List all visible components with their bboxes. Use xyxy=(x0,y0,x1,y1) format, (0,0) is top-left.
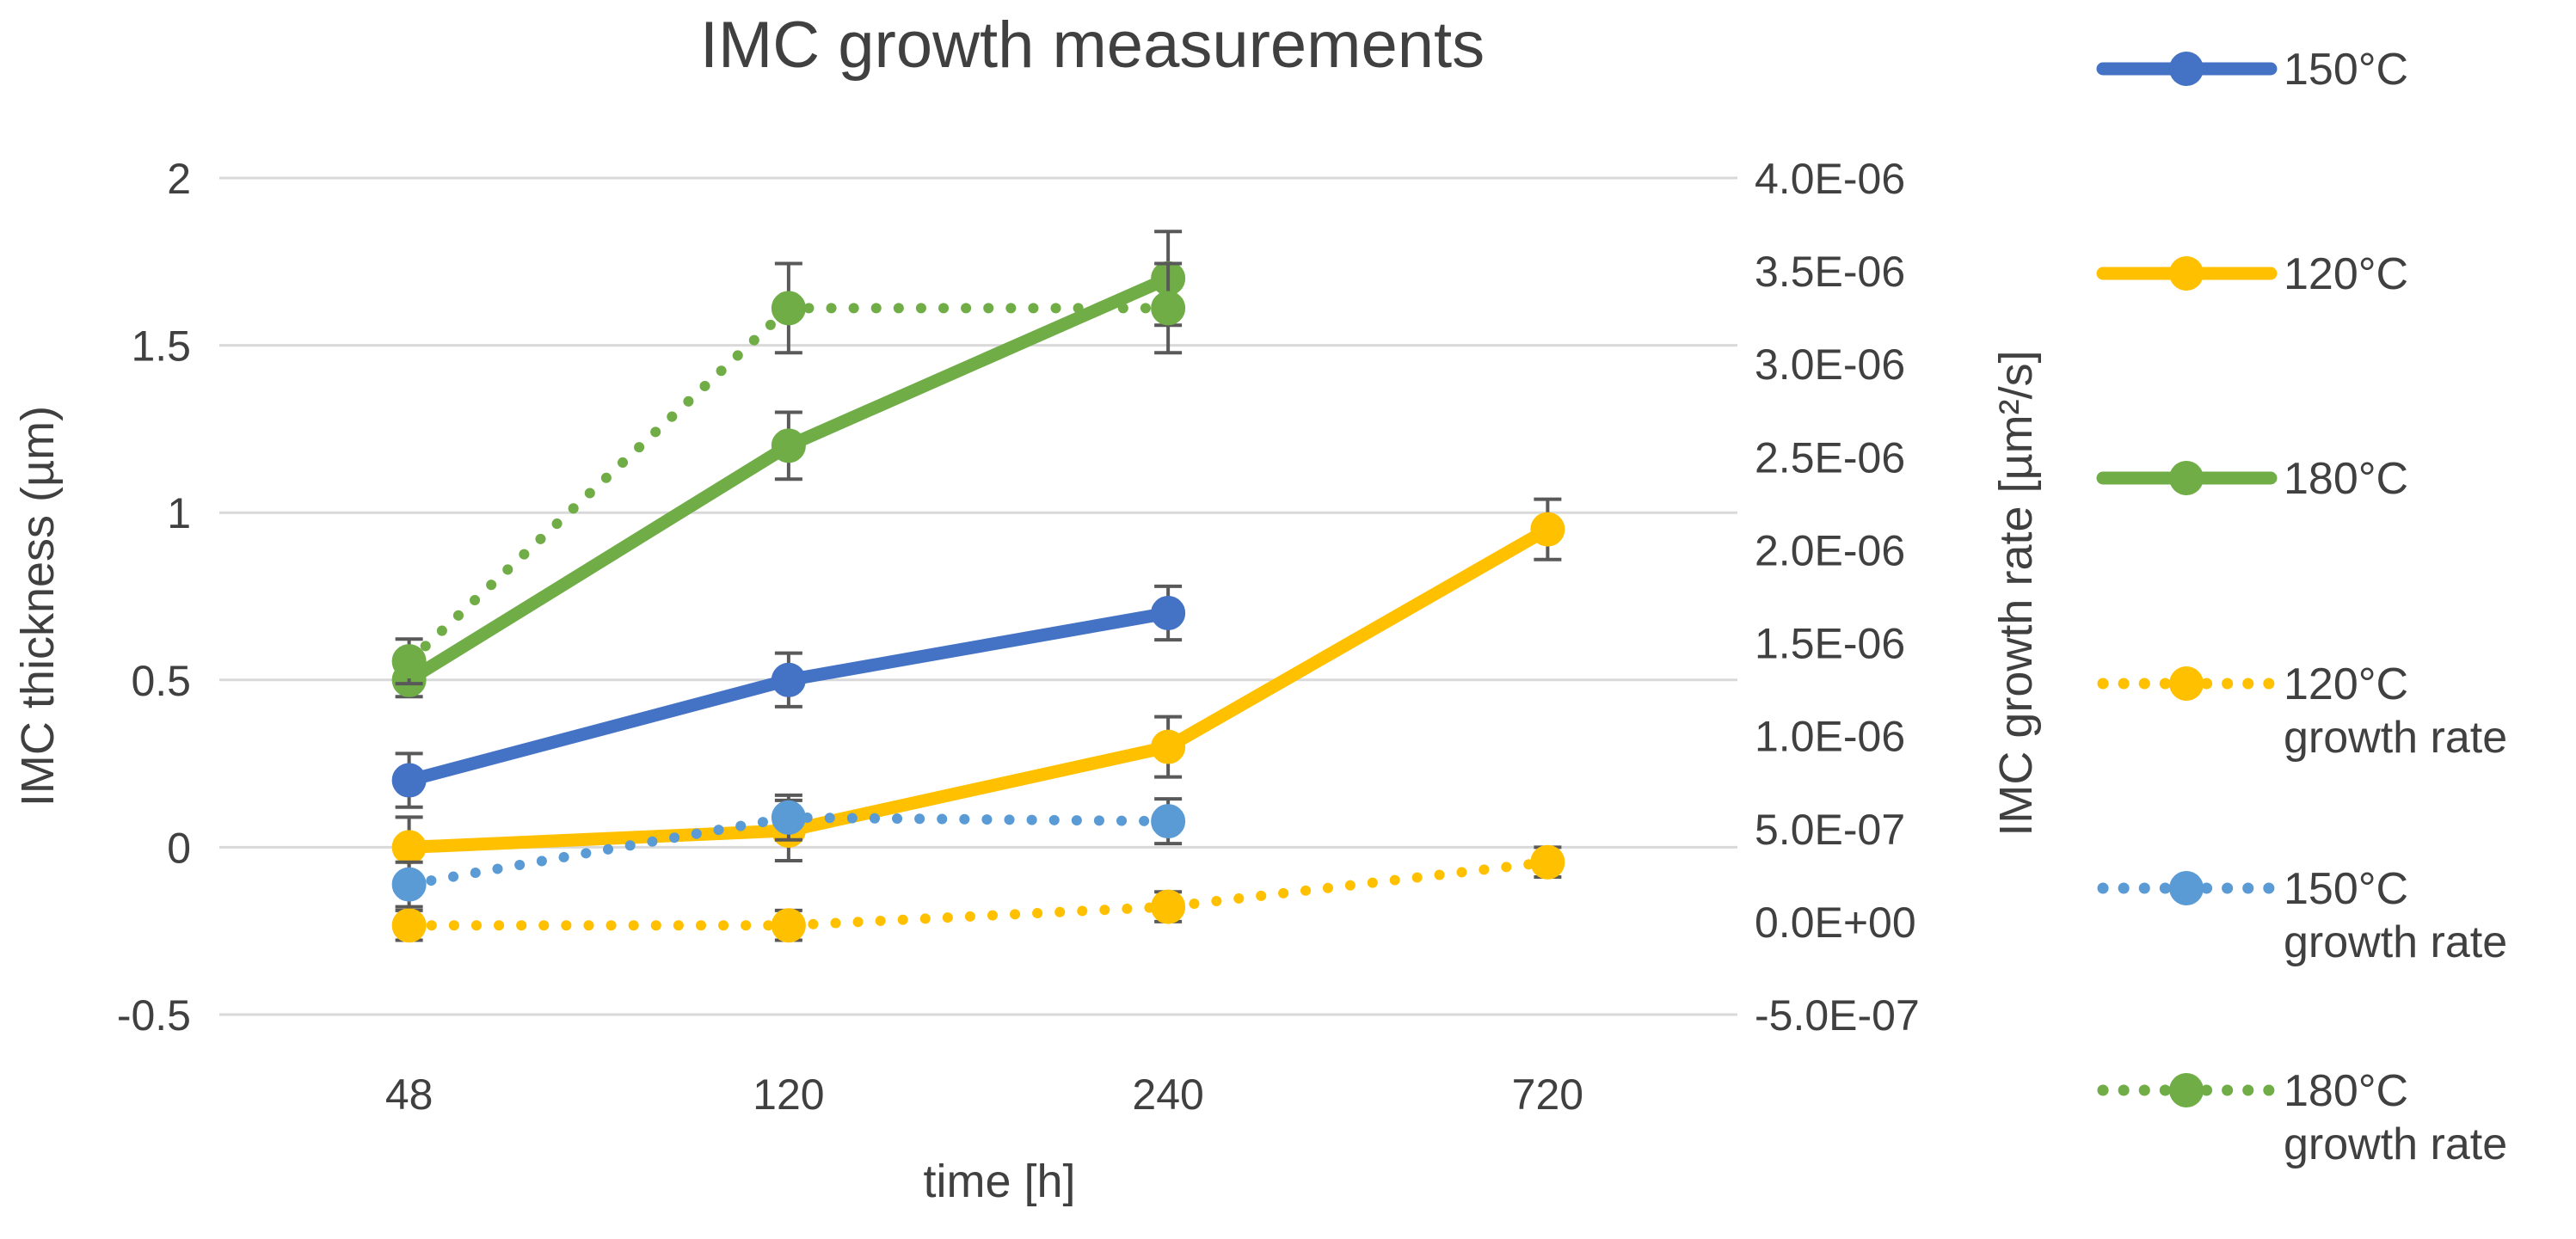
legend-entry-3: 180°C xyxy=(2096,454,2408,504)
y2-tick-label: 4.0E-06 xyxy=(1755,155,1905,203)
data-point xyxy=(771,908,806,943)
series-2 xyxy=(391,497,1565,880)
legend-label: growth rate xyxy=(2284,917,2507,967)
y2-tick-label: 0.0E+00 xyxy=(1755,899,1916,947)
legend-entry-2: 120°C xyxy=(2096,249,2408,299)
y2-tick-label: 1.5E-06 xyxy=(1755,620,1905,668)
legend-label: 150°C xyxy=(2284,45,2408,95)
y2-tick-label: 5.0E-07 xyxy=(1755,806,1905,854)
y-tick-label: 0 xyxy=(167,824,191,872)
series-line xyxy=(403,856,1553,931)
y2-tick-label: -5.0E-07 xyxy=(1755,991,1920,1040)
legend-swatch-marker xyxy=(2169,871,2204,905)
legend-label: 180°C xyxy=(2284,454,2408,504)
data-point xyxy=(1151,804,1186,839)
legend-swatch-marker xyxy=(2169,52,2204,86)
y2-tick-label: 2.0E-06 xyxy=(1755,526,1905,574)
y2-tick-label: 1.0E-06 xyxy=(1755,713,1905,761)
series-6 xyxy=(391,261,1186,686)
data-point xyxy=(1530,844,1565,880)
series-1 xyxy=(391,584,1186,809)
data-point xyxy=(1151,291,1186,326)
data-point xyxy=(391,908,427,943)
data-point xyxy=(391,867,427,902)
data-point xyxy=(1151,595,1186,630)
data-point xyxy=(771,291,806,326)
y-tick-label: 1 xyxy=(167,489,191,537)
data-point xyxy=(771,800,806,835)
y-axis-label: IMC thickness (µm) xyxy=(12,406,64,807)
legend-swatch-marker xyxy=(2169,666,2204,701)
legend-label: growth rate xyxy=(2284,713,2507,763)
data-point xyxy=(771,662,806,697)
y2-tick-label: 3.5E-06 xyxy=(1755,248,1905,296)
y-tick-label: -0.5 xyxy=(117,991,191,1040)
data-point xyxy=(771,428,806,463)
chart-title: IMC growth measurements xyxy=(700,9,1485,82)
data-point xyxy=(391,644,427,679)
data-point xyxy=(391,830,427,865)
legend-swatch-marker xyxy=(2169,461,2204,495)
series-line xyxy=(403,523,1554,854)
data-point xyxy=(391,763,427,798)
series-4 xyxy=(391,844,1565,943)
legend-label: 120°C xyxy=(2284,249,2408,299)
series-5 xyxy=(391,793,1186,909)
legend-label: 120°C xyxy=(2284,659,2408,709)
legend-label: 180°C xyxy=(2284,1066,2408,1116)
y2-tick-label: 3.0E-06 xyxy=(1755,340,1905,389)
legend-label: growth rate xyxy=(2284,1119,2507,1169)
x-axis-label: time [h] xyxy=(923,1156,1075,1207)
legend-label: 150°C xyxy=(2284,864,2408,914)
x-tick-label: 720 xyxy=(1512,1070,1583,1119)
y-tick-label: 0.5 xyxy=(131,657,191,705)
y-tick-label: 2 xyxy=(167,155,191,203)
y2-tick-label: 2.5E-06 xyxy=(1755,433,1905,481)
x-tick-label: 48 xyxy=(385,1070,433,1119)
data-point xyxy=(1151,889,1186,924)
x-tick-label: 120 xyxy=(753,1070,824,1119)
data-point xyxy=(1530,512,1565,547)
data-point xyxy=(1151,729,1186,764)
y2-axis-label: IMC growth rate [µm²/s] xyxy=(1990,350,2042,836)
legend-entry-1: 150°C xyxy=(2096,45,2408,95)
x-tick-label: 240 xyxy=(1132,1070,1203,1119)
legend-swatch-marker xyxy=(2169,256,2204,291)
y-tick-label: 1.5 xyxy=(131,322,191,371)
legend-swatch-marker xyxy=(2169,1073,2204,1107)
